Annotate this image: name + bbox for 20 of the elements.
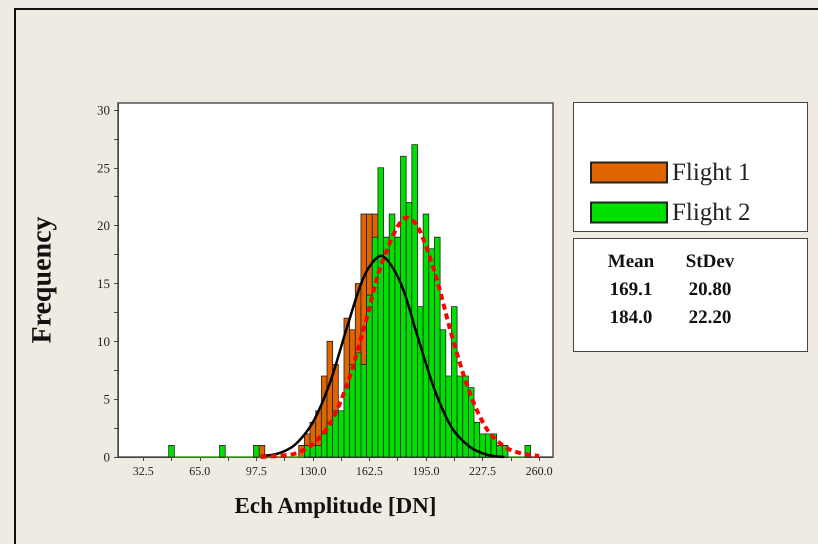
- y-tick-label: 30: [97, 102, 110, 118]
- y-tick-label: 10: [97, 334, 110, 349]
- y-tick-label: 25: [97, 160, 110, 176]
- y-tick-label: 15: [97, 276, 110, 291]
- x-tick-label: 260.0: [526, 464, 553, 478]
- y-tick-label: 0: [104, 450, 110, 464]
- table-frame: Mean StDev 169.1 20.80 184.0 22.20: [573, 238, 808, 352]
- y-tick-label: 5: [104, 392, 110, 407]
- x-tick-label: 227.5: [469, 464, 496, 478]
- x-tick-label: 97.5: [246, 464, 267, 478]
- legend-label: Flight 2: [672, 199, 750, 226]
- x-tick-label: 65.0: [189, 464, 210, 478]
- x-tick-label: 195.0: [412, 464, 440, 478]
- x-axis-title: Ech Amplitude [DN]: [234, 493, 436, 518]
- y-tick-label: 20: [97, 218, 110, 234]
- y-axis-title: Frequency: [26, 216, 58, 344]
- x-tick-label: 32.5: [132, 464, 154, 478]
- x-tick-label: 162.5: [356, 464, 383, 478]
- legend-label: Flight 1: [672, 159, 750, 186]
- x-tick-label: 130.0: [299, 464, 326, 478]
